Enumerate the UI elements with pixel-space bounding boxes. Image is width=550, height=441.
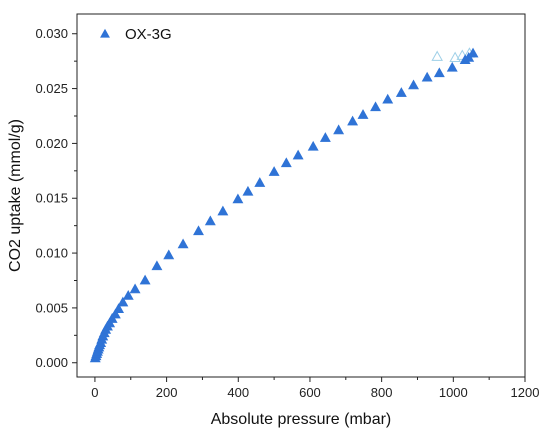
data-point-ox-3g [129,283,141,294]
data-point-ox-3g [319,132,331,142]
x-tick-label: 1200 [511,385,540,400]
data-point-ox-3g [280,157,292,168]
data-point-ox-3g [433,67,445,78]
data-point-ox-3g [117,296,129,307]
x-tick-label: 1000 [439,385,468,400]
y-tick-label: 0.030 [35,26,68,41]
y-tick-label: 0.010 [35,246,68,261]
x-tick-label: 800 [371,385,393,400]
x-tick-label: 400 [227,385,249,400]
y-axis-title: CO2 uptake (mmol/g) [7,119,24,272]
data-point-ox-3g [467,47,479,58]
data-point-ox-3g [193,225,204,236]
data-point-ox-3g [395,87,407,97]
data-point-ox-3g [333,124,345,135]
x-axis-ticks: 0 200 400 600 800 1000 1200 [91,377,539,400]
data-point-ox-3g [163,249,175,260]
data-point-ox-3g [113,303,125,313]
data-point-ox-3g [408,79,419,90]
y-tick-label: 0.000 [35,355,68,370]
y-tick-label: 0.005 [35,300,68,315]
data-point-ox-3g [446,61,458,72]
plot-frame [76,13,526,378]
plot-area [76,13,526,378]
y-tick-label: 0.025 [35,81,68,96]
data-point-open [449,51,461,63]
data-point-ox-3g [177,238,189,249]
data-point-ox-3g [232,193,244,204]
data-point-ox-3g [292,149,304,160]
x-axis-title: Absolute pressure (mbar) [211,411,392,428]
legend-label-ox-3g: OX-3G [125,26,172,43]
data-point-open [456,49,469,60]
data-point-ox-3g [242,185,254,196]
data-point-ox-3g [421,71,433,82]
series-ox-3g [89,47,479,363]
x-tick-label: 0 [91,385,98,400]
legend: OX-3G [100,26,172,43]
data-point-ox-3g [357,109,369,119]
data-point-ox-3g [254,177,266,187]
series-layer [89,47,479,363]
x-tick-label: 600 [299,385,321,400]
x-tick-label: 200 [156,385,178,400]
data-point-ox-3g [370,101,381,112]
data-point-ox-3g [151,260,163,271]
data-point-ox-3g [139,274,151,285]
data-point-ox-3g [268,166,280,176]
data-point-ox-3g [109,308,121,319]
data-point-ox-3g [204,215,216,226]
y-axis-ticks: 0.000 0.005 0.010 0.015 0.020 0.025 0.030 [35,26,77,370]
y-tick-label: 0.015 [35,191,68,206]
data-point-ox-3g [347,115,359,126]
data-point-open [431,50,443,61]
data-point-ox-3g [217,205,229,216]
data-point-ox-3g [307,140,319,151]
legend-marker-ox-3g [100,28,110,38]
y-tick-label: 0.020 [35,136,68,151]
data-point-ox-3g [122,290,134,300]
data-point-ox-3g [382,93,394,104]
